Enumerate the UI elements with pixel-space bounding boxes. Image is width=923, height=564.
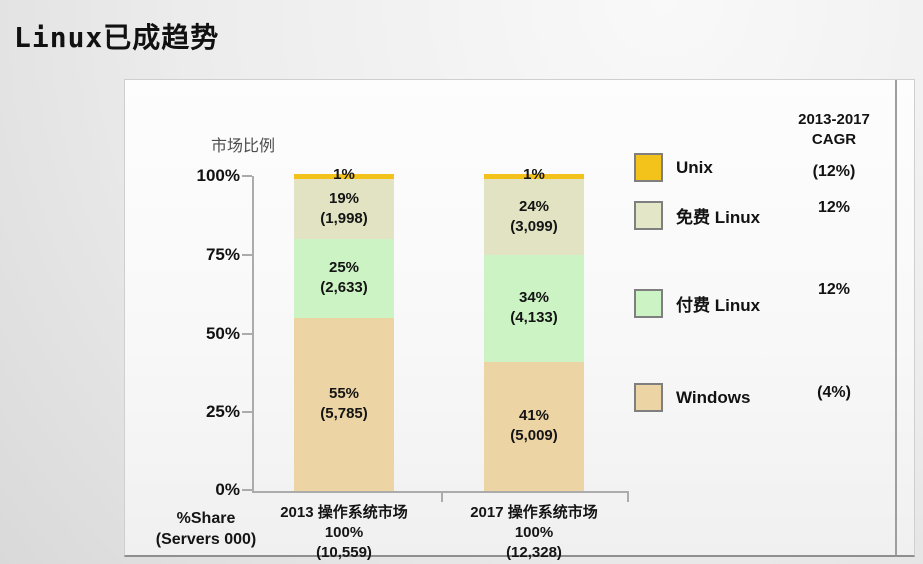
slide-title: Linux已成趋势 bbox=[14, 21, 220, 54]
segment-pct-label: 24% bbox=[518, 197, 550, 215]
legend-item-windows: Windows bbox=[634, 383, 750, 412]
x-axis-line bbox=[252, 491, 629, 493]
x-axis-tick bbox=[627, 493, 629, 502]
cagr-header-line2: CAGR bbox=[811, 131, 857, 148]
bar-segment-paid-linux-2017: 34% (4,133) bbox=[484, 254, 584, 362]
segment-value-label: (4,133) bbox=[510, 309, 558, 327]
bar-segment-unix-2013: 1% bbox=[294, 166, 394, 183]
bar-segment-windows-2013: 55% (5,785) bbox=[294, 317, 394, 491]
share-label-line1: %Share bbox=[176, 510, 236, 527]
category-2013-line3: (10,559) bbox=[316, 544, 372, 561]
segment-value-label: (3,099) bbox=[510, 217, 558, 235]
category-2017-line1: 2017 操作系统市场 bbox=[470, 504, 598, 521]
segment-pct-label: 19% bbox=[328, 190, 360, 208]
y-tick-mark bbox=[242, 333, 252, 335]
legend-swatch-free-linux bbox=[634, 201, 663, 230]
cagr-value-unix: (12%) bbox=[812, 163, 856, 180]
x-axis-unit-label: %Share (Servers 000) bbox=[126, 508, 286, 550]
segment-label-unix-2013: 1% bbox=[333, 166, 355, 184]
chart-panel: 市场比例 100% 75% 50% 25% 0% 1% 19% (1,998) … bbox=[124, 79, 915, 561]
x-axis-tick bbox=[441, 493, 443, 502]
category-label-2017: 2017 操作系统市场 100% (12,328) bbox=[439, 503, 629, 563]
cagr-header: 2013-2017 CAGR bbox=[754, 110, 914, 150]
segment-label-unix-2017: 1% bbox=[523, 166, 545, 184]
y-axis-line bbox=[252, 176, 254, 493]
share-label-line2: (Servers 000) bbox=[155, 531, 257, 548]
cagr-header-line1: 2013-2017 bbox=[798, 111, 870, 128]
segment-pct-label: 55% bbox=[328, 385, 360, 403]
legend-swatch-unix bbox=[634, 153, 663, 182]
bar-2013: 1% 19% (1,998) 25% (2,633) 55% (5,785) bbox=[294, 166, 394, 491]
y-tick-mark bbox=[242, 489, 252, 491]
legend-swatch-paid-linux bbox=[634, 289, 663, 318]
segment-pct-label: 34% bbox=[518, 289, 550, 307]
bar-segment-free-linux-2013: 19% (1,998) bbox=[294, 179, 394, 239]
category-label-2013: 2013 操作系统市场 100% (10,559) bbox=[249, 503, 439, 563]
segment-value-label: (5,009) bbox=[510, 427, 558, 445]
y-tick-label-0: 0% bbox=[215, 480, 240, 499]
legend-label-unix: Unix bbox=[676, 157, 713, 177]
y-tick-mark bbox=[242, 175, 252, 177]
y-tick-label-100: 100% bbox=[196, 166, 240, 185]
cagr-value-free-linux: 12% bbox=[817, 199, 851, 216]
segment-pct-label: 25% bbox=[328, 259, 360, 277]
legend-label-free-linux: 免费 Linux bbox=[676, 208, 761, 227]
bar-segment-windows-2017: 41% (5,009) bbox=[484, 361, 584, 491]
plot-area: 100% 75% 50% 25% 0% 1% 19% (1,998) 25% (… bbox=[197, 166, 629, 502]
segment-value-label: (1,998) bbox=[320, 210, 368, 228]
bar-segment-unix-2017: 1% bbox=[484, 166, 584, 183]
bar-segment-free-linux-2017: 24% (3,099) bbox=[484, 179, 584, 255]
cagr-value-paid-linux: 12% bbox=[817, 281, 851, 298]
category-2013-line1: 2013 操作系统市场 bbox=[280, 504, 408, 521]
category-2017-line3: (12,328) bbox=[506, 544, 562, 561]
y-tick-label-75: 75% bbox=[205, 245, 240, 264]
legend-label-windows: Windows bbox=[676, 387, 751, 407]
y-tick-mark bbox=[242, 254, 252, 256]
legend-label-paid-linux: 付费 Linux bbox=[676, 296, 761, 315]
legend-swatch-windows bbox=[634, 383, 663, 412]
cagr-value-windows: (4%) bbox=[817, 384, 851, 401]
segment-value-label: (5,785) bbox=[320, 405, 368, 423]
category-2013-line2: 100% bbox=[324, 524, 364, 541]
legend-item-free-linux: 免费 Linux bbox=[634, 201, 760, 230]
bar-2017: 1% 24% (3,099) 34% (4,133) 41% (5,009) bbox=[484, 166, 584, 491]
y-tick-mark bbox=[242, 411, 252, 413]
legend-item-paid-linux: 付费 Linux bbox=[634, 289, 760, 318]
category-2017-line2: 100% bbox=[514, 524, 554, 541]
bar-segment-paid-linux-2013: 25% (2,633) bbox=[294, 239, 394, 318]
segment-value-label: (2,633) bbox=[320, 279, 368, 297]
y-axis-title: 市场比例 bbox=[211, 138, 276, 155]
legend-item-unix: Unix bbox=[634, 153, 713, 182]
y-tick-label-25: 25% bbox=[205, 402, 240, 421]
y-tick-label-50: 50% bbox=[205, 324, 240, 343]
segment-pct-label: 41% bbox=[518, 407, 550, 425]
cagr-column-divider bbox=[895, 80, 897, 555]
